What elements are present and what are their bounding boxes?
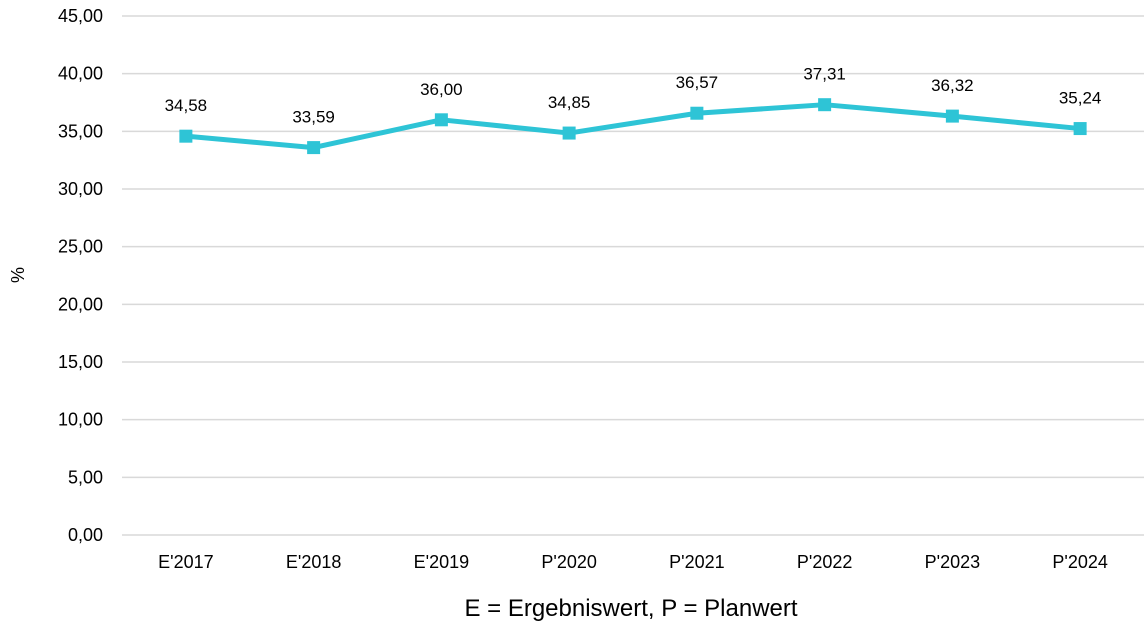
y-tick-label: 45,00: [58, 6, 103, 26]
y-axis-ticks: 0,00 5,00 10,00 15,00 20,00 25,00 30,00 35,00 40…: [58, 6, 103, 545]
data-label: 34,58: [165, 96, 208, 115]
x-tick-label: P'2024: [1052, 552, 1108, 572]
data-label: 33,59: [292, 108, 335, 127]
data-point-marker: [179, 129, 193, 143]
x-tick-label: P'2021: [669, 552, 725, 572]
y-tick-label: 5,00: [68, 467, 103, 487]
data-point-marker: [945, 109, 959, 123]
y-tick-label: 40,00: [58, 64, 103, 84]
data-label: 34,85: [548, 93, 591, 112]
data-point-marker: [1073, 122, 1087, 136]
y-tick-label: 0,00: [68, 525, 103, 545]
x-tick-label: E'2019: [414, 552, 470, 572]
y-tick-label: 10,00: [58, 410, 103, 430]
data-point-marker: [307, 141, 321, 155]
series-line: [183, 102, 1083, 151]
data-labels: 34,58 33,59 36,00 34,85 36,57 37,31 36,32 35,24: [165, 65, 1102, 127]
data-label: 35,24: [1059, 89, 1102, 108]
gridlines: [122, 15, 1144, 536]
x-axis-ticks: E'2017 E'2018 E'2019 P'2020 P'2021 P'2022 P'20…: [158, 552, 1108, 572]
data-point-marker: [562, 126, 576, 140]
y-tick-label: 25,00: [58, 237, 103, 257]
y-tick-label: 20,00: [58, 294, 103, 314]
y-tick-label: 15,00: [58, 352, 103, 372]
data-label: 36,00: [420, 80, 463, 99]
data-label: 36,57: [676, 73, 719, 92]
y-tick-label: 35,00: [58, 121, 103, 141]
data-label: 36,32: [931, 76, 974, 95]
x-tick-label: E'2018: [286, 552, 342, 572]
x-tick-label: P'2023: [925, 552, 981, 572]
data-point-marker: [818, 98, 832, 112]
x-tick-label: P'2020: [541, 552, 597, 572]
data-point-marker: [434, 113, 448, 127]
x-axis-label: E = Ergebniswert, P = Planwert: [464, 595, 797, 622]
y-tick-label: 30,00: [58, 179, 103, 199]
data-label: 37,31: [803, 65, 846, 84]
x-tick-label: P'2022: [797, 552, 853, 572]
data-point-marker: [690, 106, 704, 120]
series-layer: [179, 98, 1087, 155]
y-axis-label: %: [8, 267, 28, 283]
x-tick-label: E'2017: [158, 552, 214, 572]
